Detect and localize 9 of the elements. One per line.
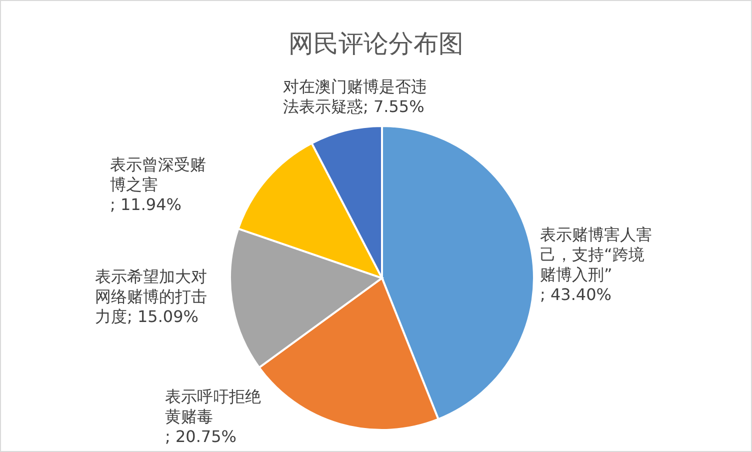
data-label: ; 43.40% xyxy=(540,285,612,304)
slice-label: 表示赌博害人害己，支持“跨境赌博入刑” xyxy=(540,225,652,284)
slice-label: 表示曾深受赌博之害 xyxy=(110,155,206,194)
data-label: ; 11.94% xyxy=(110,195,182,214)
slice-label: 表示希望加大对网络赌博的打击力度; 15.09% xyxy=(95,267,207,326)
chart-title: 网民评论分布图 xyxy=(288,29,464,58)
slice-label: 对在澳门赌博是否违法表示疑惑; 7.55% xyxy=(283,77,427,116)
data-label: ; 20.75% xyxy=(165,427,236,446)
slice-label: 表示呼吁拒绝黄赌毒 xyxy=(165,387,261,426)
